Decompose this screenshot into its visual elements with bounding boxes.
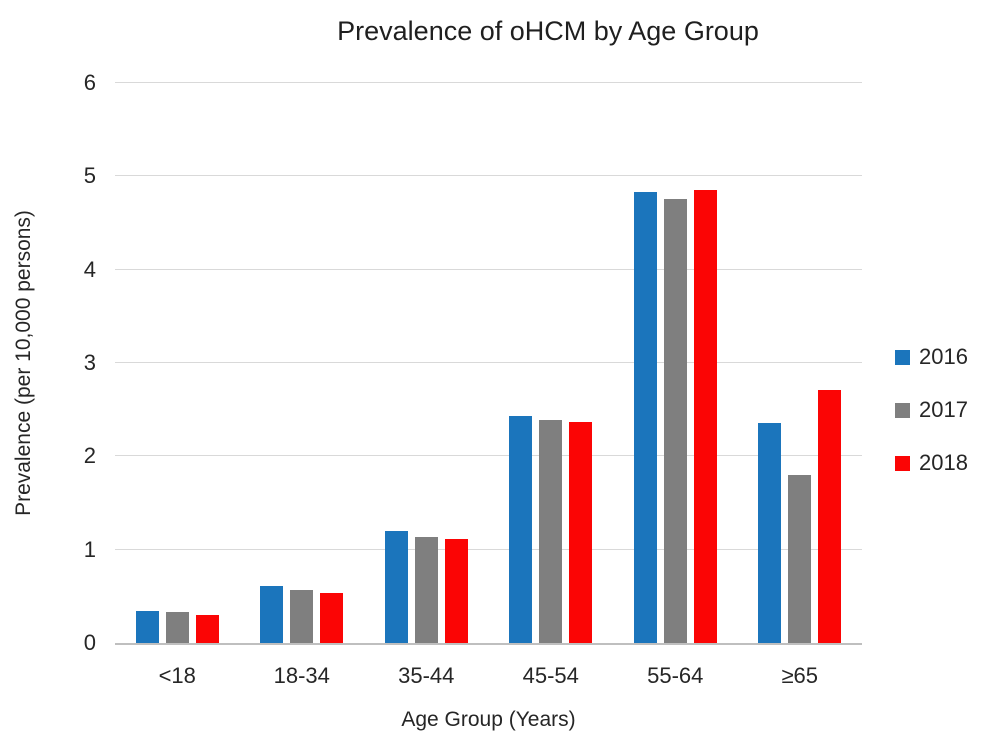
legend-swatch	[895, 455, 910, 471]
x-category-label: 55-64	[647, 663, 704, 688]
x-axis-title: Age Group (Years)	[401, 708, 576, 731]
x-category-label: 35-44	[398, 663, 455, 688]
gridline	[115, 455, 862, 457]
gridline	[115, 268, 862, 270]
bar-group	[240, 83, 365, 643]
y-tick-label: 4	[83, 256, 96, 282]
legend-label: 2016	[919, 344, 968, 369]
x-axis-category-labels: <18 18-34 35-44 45-54 55-64 ≥65	[115, 658, 862, 694]
plot-area	[115, 82, 863, 645]
legend-item: 2018	[895, 450, 968, 476]
x-category-label: 45-54	[522, 663, 579, 688]
bar	[663, 198, 687, 643]
legend-label: 2018	[919, 450, 968, 475]
y-tick-label: 3	[83, 350, 96, 375]
legend-swatch	[895, 349, 910, 365]
bar	[509, 416, 533, 643]
y-tick-label: 2	[83, 443, 96, 469]
legend-item: 2016	[895, 344, 968, 370]
bar	[539, 419, 563, 643]
bar	[165, 612, 189, 643]
bar	[135, 611, 159, 643]
bar-group	[489, 83, 614, 643]
x-category-label: ≥65	[781, 663, 819, 688]
bar	[290, 589, 314, 643]
gridline	[115, 82, 862, 83]
y-tick-label: 0	[83, 630, 96, 655]
bar	[260, 586, 284, 643]
legend-item: 2017	[895, 397, 968, 423]
bar-group	[613, 83, 738, 643]
legend-swatch	[895, 402, 910, 418]
gridline	[115, 548, 862, 550]
x-category-label: <18	[158, 663, 196, 688]
bar	[693, 190, 717, 643]
bar-group	[115, 83, 240, 643]
bar	[569, 421, 593, 643]
legend-label: 2017	[919, 397, 968, 422]
gridline	[115, 362, 862, 363]
chart-title: Prevalence of oHCM by Age Group	[337, 16, 759, 46]
bar	[195, 615, 219, 643]
bar	[818, 390, 842, 643]
y-tick-label: 1	[83, 536, 96, 562]
bar	[444, 539, 468, 643]
bar	[758, 422, 782, 643]
legend: 2016 2017 2018	[895, 344, 968, 476]
y-tick-label: 5	[83, 163, 96, 189]
bar-group	[364, 83, 489, 643]
bar	[414, 536, 438, 643]
bar	[320, 592, 344, 643]
bar-group	[738, 83, 863, 643]
x-category-label: 18-34	[273, 663, 330, 688]
bar	[633, 192, 657, 643]
bar	[384, 531, 408, 643]
y-tick-label: 6	[83, 70, 96, 95]
y-axis-tick-labels: 0 1 2 3 4 5 6	[0, 0, 96, 754]
bar	[788, 475, 812, 643]
gridline	[115, 175, 862, 177]
